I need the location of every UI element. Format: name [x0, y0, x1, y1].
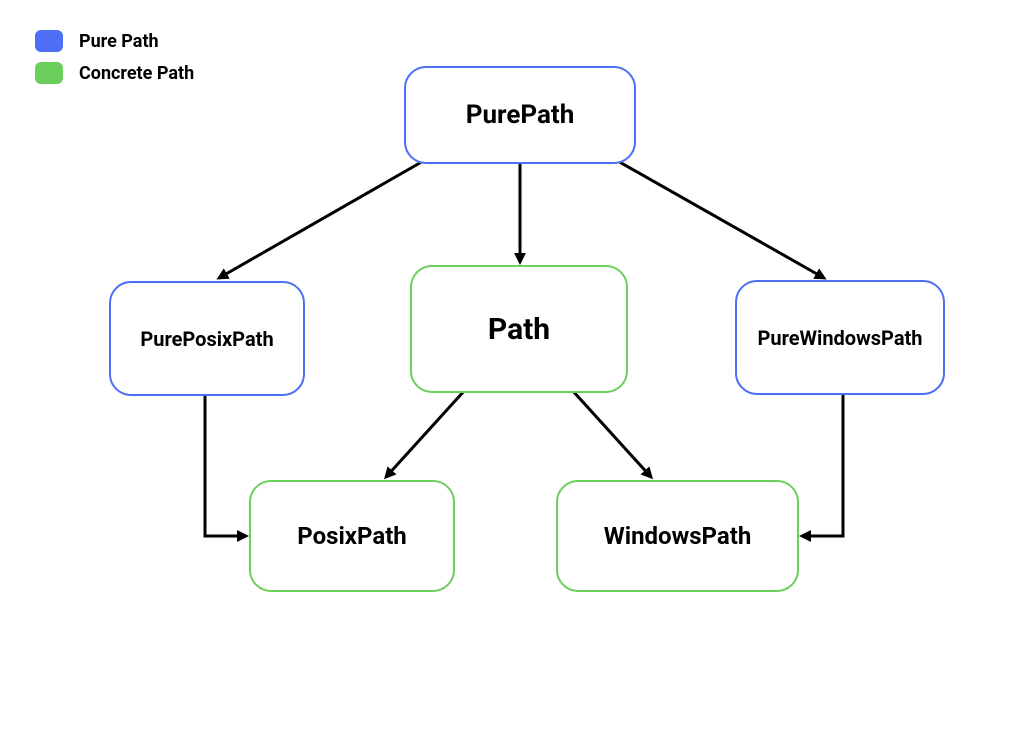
- node-label-pureposix: PurePosixPath: [140, 327, 273, 351]
- node-pureposix: PurePosixPath: [109, 281, 305, 396]
- legend-label-concrete: Concrete Path: [79, 63, 194, 84]
- node-path: Path: [410, 265, 628, 393]
- legend-label-pure: Pure Path: [79, 31, 159, 52]
- edge-purewindows-to-windowspath: [802, 395, 843, 536]
- node-purepath: PurePath: [404, 66, 636, 164]
- edge-purepath-to-pureposix: [219, 160, 425, 278]
- edge-pureposix-to-posixpath: [205, 396, 246, 536]
- edge-purepath-to-purewindows: [616, 160, 824, 278]
- node-label-purewindows: PureWindowsPath: [758, 326, 923, 350]
- diagram-canvas: Pure Path Concrete Path PurePath PurePosi…: [0, 0, 1024, 731]
- legend-item-concrete: Concrete Path: [35, 62, 194, 84]
- legend-item-pure: Pure Path: [35, 30, 194, 52]
- node-label-posixpath: PosixPath: [297, 522, 407, 550]
- node-label-windowspath: WindowsPath: [604, 522, 752, 550]
- edge-path-to-posixpath: [386, 390, 465, 477]
- legend-swatch-concrete: [35, 62, 63, 84]
- node-label-path: Path: [488, 312, 550, 347]
- legend: Pure Path Concrete Path: [35, 30, 194, 94]
- node-label-purepath: PurePath: [466, 100, 575, 130]
- legend-swatch-pure: [35, 30, 63, 52]
- node-posixpath: PosixPath: [249, 480, 455, 592]
- node-purewindows: PureWindowsPath: [735, 280, 945, 395]
- node-windowspath: WindowsPath: [556, 480, 799, 592]
- edge-path-to-windowspath: [572, 390, 651, 477]
